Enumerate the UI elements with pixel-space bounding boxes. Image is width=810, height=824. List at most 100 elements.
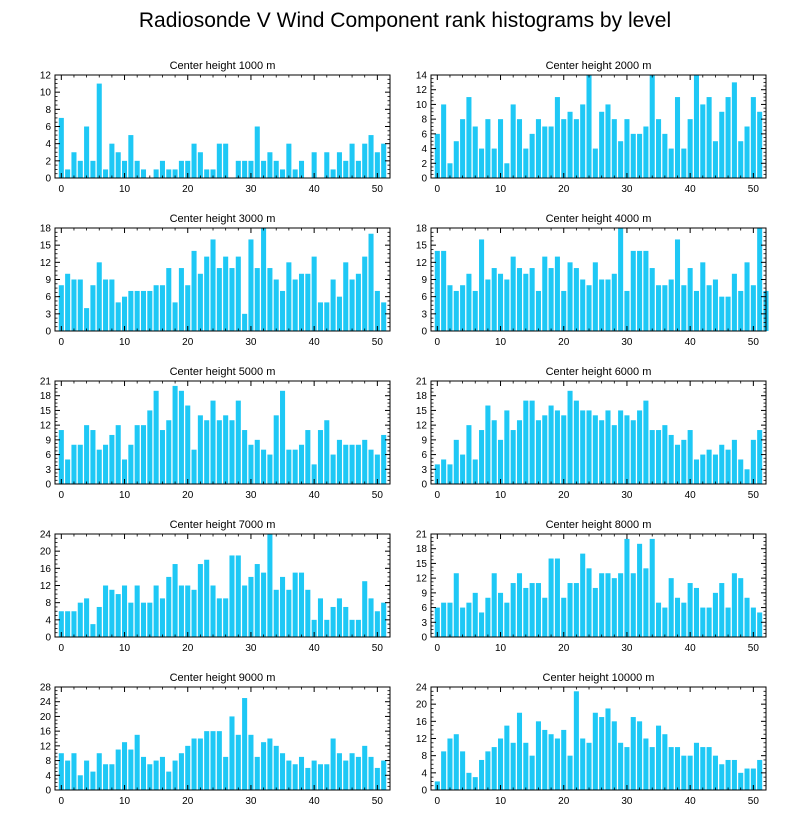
histogram-bar	[178, 753, 184, 790]
y-tick-label: 3	[421, 309, 427, 320]
histogram-bar	[731, 439, 737, 484]
histogram-bar	[466, 602, 472, 637]
histogram-bar	[286, 760, 292, 790]
histogram-bar	[311, 256, 317, 331]
histogram-bar	[292, 169, 298, 178]
histogram-bar	[159, 598, 165, 637]
histogram-bar	[649, 268, 655, 331]
x-tick-label: 20	[558, 490, 570, 501]
x-tick-label: 40	[685, 490, 697, 501]
histogram-bar	[109, 434, 115, 484]
x-tick-label: 10	[495, 643, 507, 654]
histogram-bar	[479, 430, 485, 484]
histogram-bar	[485, 119, 491, 178]
histogram-bar	[706, 97, 712, 178]
histogram-bar	[535, 119, 541, 178]
panel-title: Center height 3000 m	[170, 213, 276, 225]
histogram-bar	[693, 587, 699, 637]
histogram-bar	[324, 619, 330, 637]
y-tick-label: 12	[40, 741, 52, 752]
histogram-bar	[491, 747, 497, 790]
y-tick-label: 4	[45, 615, 51, 626]
x-tick-label: 50	[748, 796, 760, 807]
histogram-bar	[491, 420, 497, 484]
histogram-bar	[554, 558, 560, 637]
histogram-bar	[280, 390, 286, 484]
y-tick-label: 12	[40, 421, 52, 432]
x-tick-label: 30	[621, 184, 633, 195]
histogram-bar	[122, 160, 128, 178]
histogram-bar	[712, 592, 718, 637]
panel-title: Center height 2000 m	[546, 60, 652, 72]
x-tick-label: 50	[372, 337, 384, 348]
histogram-bar	[210, 585, 216, 637]
histogram-bar	[719, 111, 725, 178]
histogram-bar	[103, 585, 109, 637]
histogram-bar	[134, 585, 140, 637]
x-tick-label: 40	[309, 184, 321, 195]
histogram-bar	[330, 606, 336, 637]
histogram-bar	[523, 273, 529, 331]
histogram-bar	[71, 152, 77, 178]
histogram-bar	[580, 279, 586, 331]
histogram-bar	[298, 160, 305, 178]
histogram-bar	[134, 160, 140, 178]
histogram-bar	[368, 233, 374, 331]
y-tick-label: 12	[40, 71, 52, 82]
histogram-bar	[738, 578, 744, 637]
histogram-bar	[447, 464, 453, 484]
histogram-bar	[637, 543, 643, 637]
histogram-bar	[510, 583, 516, 637]
histogram-bar	[599, 717, 605, 790]
histogram-bar	[362, 439, 368, 484]
histogram-bar	[472, 290, 478, 331]
histogram-bar	[90, 771, 96, 790]
histogram-bar	[298, 273, 305, 331]
histogram-bar	[725, 97, 731, 178]
histogram-bar	[681, 755, 687, 790]
y-tick-label: 4	[421, 144, 427, 155]
histogram-bar	[643, 126, 649, 178]
histogram-bar	[204, 169, 210, 178]
histogram-bar	[134, 290, 140, 331]
histogram-bar	[96, 83, 102, 178]
histogram-bar	[674, 747, 681, 790]
histogram-bar	[434, 607, 440, 637]
histogram-bar	[750, 439, 756, 484]
histogram-bar	[662, 285, 668, 331]
histogram-bar	[510, 256, 516, 331]
histogram-bar	[349, 143, 355, 178]
histogram-bar	[700, 104, 706, 178]
x-tick-label: 20	[182, 337, 194, 348]
histogram-bar	[122, 585, 128, 637]
histogram-bar	[757, 430, 763, 484]
histogram-bar	[336, 152, 342, 178]
histogram-bar	[343, 262, 349, 331]
histogram-bar	[757, 612, 763, 637]
y-tick-label: 6	[421, 292, 427, 303]
histogram-bar	[254, 126, 260, 178]
x-tick-label: 40	[685, 643, 697, 654]
histogram-bar	[292, 572, 298, 637]
histogram-bar	[491, 573, 497, 637]
histogram-bar	[529, 133, 535, 178]
histogram-bar	[305, 589, 311, 637]
histogram-bar	[630, 717, 636, 790]
histogram-bar	[491, 268, 497, 331]
histogram-bar	[153, 169, 159, 178]
histogram-bar	[498, 119, 504, 178]
histogram-bar	[336, 753, 342, 790]
histogram-bar	[336, 598, 342, 637]
histogram-bar	[453, 734, 459, 790]
histogram-bar	[172, 169, 178, 178]
histogram-bar	[491, 148, 497, 178]
histogram-bar	[166, 576, 172, 637]
x-tick-label: 40	[309, 643, 321, 654]
histogram-bar	[317, 430, 323, 484]
histogram-bar	[561, 290, 567, 331]
y-tick-label: 20	[40, 547, 52, 558]
y-tick-label: 4	[45, 771, 51, 782]
histogram-bar	[216, 143, 222, 178]
histogram-bar	[479, 612, 485, 637]
histogram-bar	[185, 160, 191, 178]
